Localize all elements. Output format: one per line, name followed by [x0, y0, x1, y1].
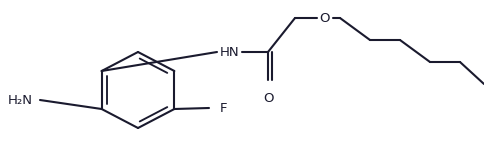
Text: O: O	[263, 92, 273, 105]
Text: H₂N: H₂N	[8, 93, 33, 106]
Text: F: F	[220, 102, 227, 114]
Text: HN: HN	[220, 45, 240, 58]
Text: O: O	[320, 12, 330, 24]
